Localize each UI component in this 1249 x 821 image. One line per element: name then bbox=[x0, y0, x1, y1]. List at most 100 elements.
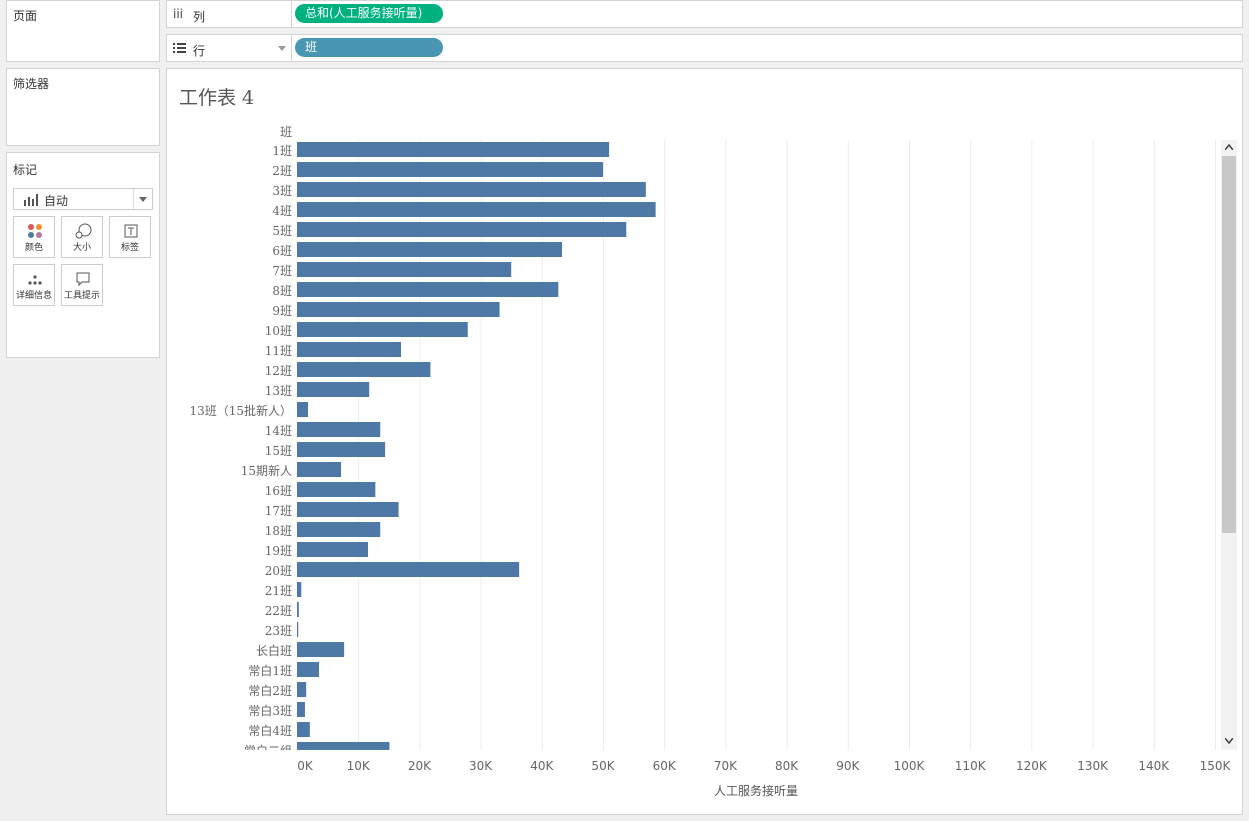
bar-2班[interactable] bbox=[297, 162, 603, 177]
bar-23班[interactable] bbox=[297, 622, 299, 637]
bar-13班[interactable] bbox=[297, 382, 370, 397]
category-label: 21班 bbox=[264, 584, 292, 598]
category-label: 10班 bbox=[264, 324, 292, 338]
detail-label: 详细信息 bbox=[15, 291, 52, 301]
tooltip-icon bbox=[76, 272, 90, 287]
scrollbar-thumb[interactable] bbox=[1222, 156, 1236, 533]
chevron-down-icon[interactable] bbox=[1225, 738, 1233, 744]
bar-常白二组[interactable] bbox=[297, 742, 390, 750]
tooltip-button[interactable]: 工具提示 bbox=[61, 264, 103, 306]
rows-shelf[interactable]: 行 班 bbox=[166, 34, 1243, 62]
bar-12班[interactable] bbox=[297, 362, 431, 377]
bar-常白3班[interactable] bbox=[297, 702, 305, 717]
bar-6班[interactable] bbox=[297, 242, 562, 257]
x-tick-label: 80K bbox=[775, 759, 799, 773]
dropdown-button[interactable] bbox=[133, 189, 152, 209]
category-label: 23班 bbox=[264, 624, 292, 638]
category-label: 常白1班 bbox=[248, 664, 292, 678]
rows-label: 行 bbox=[193, 44, 206, 58]
bar-16班[interactable] bbox=[297, 482, 376, 497]
x-axis: 0K 10K 20K 30K 40K 50K 60K 70K 80K 90K 100K 110K 120… bbox=[167, 759, 1244, 779]
category-label: 8班 bbox=[272, 284, 292, 298]
category-label: 13班 bbox=[264, 384, 292, 398]
filters-title: 筛选器 bbox=[13, 77, 50, 91]
pages-title: 页面 bbox=[13, 9, 38, 23]
x-tick-label: 20K bbox=[407, 759, 431, 773]
bar-10班[interactable] bbox=[297, 322, 468, 337]
x-tick-label: 0K bbox=[297, 759, 313, 773]
category-label: 17班 bbox=[264, 504, 292, 518]
bar-9班[interactable] bbox=[297, 302, 500, 317]
detail-button[interactable]: 详细信息 bbox=[13, 264, 55, 306]
x-tick-label: 60K bbox=[652, 759, 676, 773]
bar-常白1班[interactable] bbox=[297, 662, 320, 677]
columns-icon: iii bbox=[173, 7, 184, 21]
mark-type-dropdown[interactable]: 自动 bbox=[13, 188, 153, 210]
chevron-down-icon bbox=[139, 197, 147, 202]
vertical-scrollbar[interactable] bbox=[1221, 140, 1237, 750]
x-tick-label: 110K bbox=[954, 759, 986, 773]
chevron-down-icon[interactable] bbox=[278, 46, 286, 51]
bar-3班[interactable] bbox=[297, 182, 646, 197]
label-button[interactable]: 标签 bbox=[109, 216, 151, 258]
label-icon bbox=[124, 224, 138, 238]
bar-15期新人[interactable] bbox=[297, 462, 342, 477]
bar-7班[interactable] bbox=[297, 262, 512, 277]
bar-4班[interactable] bbox=[297, 202, 656, 217]
bar-20班[interactable] bbox=[297, 562, 520, 577]
rows-icon bbox=[173, 43, 186, 53]
bar-18班[interactable] bbox=[297, 522, 381, 537]
bar-8班[interactable] bbox=[297, 282, 559, 297]
columns-shelf[interactable]: iii 列 总和(人工服务接听量) bbox=[166, 0, 1243, 28]
chevron-up-icon[interactable] bbox=[1225, 144, 1233, 150]
category-label: 常白3班 bbox=[248, 704, 292, 718]
category-label: 4班 bbox=[272, 204, 292, 218]
category-label: 常白2班 bbox=[248, 684, 292, 698]
category-label: 1班 bbox=[272, 144, 292, 158]
rows-pill[interactable]: 班 bbox=[295, 38, 443, 57]
bar-5班[interactable] bbox=[297, 222, 627, 237]
x-tick-label: 10K bbox=[346, 759, 370, 773]
sheet-title: 工作表 4 bbox=[179, 87, 255, 109]
detail-icon bbox=[28, 275, 42, 285]
bar-17班[interactable] bbox=[297, 502, 399, 517]
bar-长白班[interactable] bbox=[297, 642, 345, 657]
bar-15班[interactable] bbox=[297, 442, 386, 457]
columns-shelf-label: iii 列 bbox=[167, 1, 292, 27]
bar-1班[interactable] bbox=[297, 142, 610, 157]
bar-常白4班[interactable] bbox=[297, 722, 310, 737]
category-label: 7班 bbox=[272, 264, 292, 278]
bar-chart bbox=[297, 140, 1216, 750]
columns-label: 列 bbox=[193, 10, 206, 24]
pages-panel[interactable]: 页面 bbox=[6, 0, 160, 62]
category-label: 15期新人 bbox=[240, 464, 292, 478]
bar-14班[interactable] bbox=[297, 422, 381, 437]
bar-chart-icon bbox=[24, 194, 38, 206]
mark-type-label: 自动 bbox=[44, 194, 69, 208]
x-tick-label: 90K bbox=[836, 759, 860, 773]
category-label: 18班 bbox=[264, 524, 292, 538]
color-button[interactable]: 颜色 bbox=[13, 216, 55, 258]
x-tick-label: 40K bbox=[530, 759, 554, 773]
columns-pill[interactable]: 总和(人工服务接听量) bbox=[295, 4, 443, 23]
filters-panel[interactable]: 筛选器 bbox=[6, 68, 160, 146]
category-label: 长白班 bbox=[255, 644, 292, 658]
row-header: 班 bbox=[280, 125, 293, 139]
category-label: 5班 bbox=[272, 224, 292, 238]
size-label: 大小 bbox=[72, 243, 91, 253]
bar-11班[interactable] bbox=[297, 342, 402, 357]
x-axis-title: 人工服务接听量 bbox=[714, 784, 799, 798]
marks-panel: 标记 自动 颜色 大小 标签 详细信息 bbox=[6, 152, 160, 358]
category-label: 常白二组 bbox=[244, 742, 292, 750]
category-label: 19班 bbox=[264, 544, 292, 558]
bar-22班[interactable] bbox=[297, 602, 299, 617]
size-button[interactable]: 大小 bbox=[61, 216, 103, 258]
bar-19班[interactable] bbox=[297, 542, 368, 557]
size-icon bbox=[75, 223, 92, 239]
bar-常白2班[interactable] bbox=[297, 682, 307, 697]
category-label: 14班 bbox=[264, 424, 292, 438]
x-tick-label: 150K bbox=[1199, 759, 1231, 773]
bar-13班（15批新人）[interactable] bbox=[297, 402, 309, 417]
category-label: 20班 bbox=[264, 564, 292, 578]
bar-21班[interactable] bbox=[297, 582, 302, 597]
